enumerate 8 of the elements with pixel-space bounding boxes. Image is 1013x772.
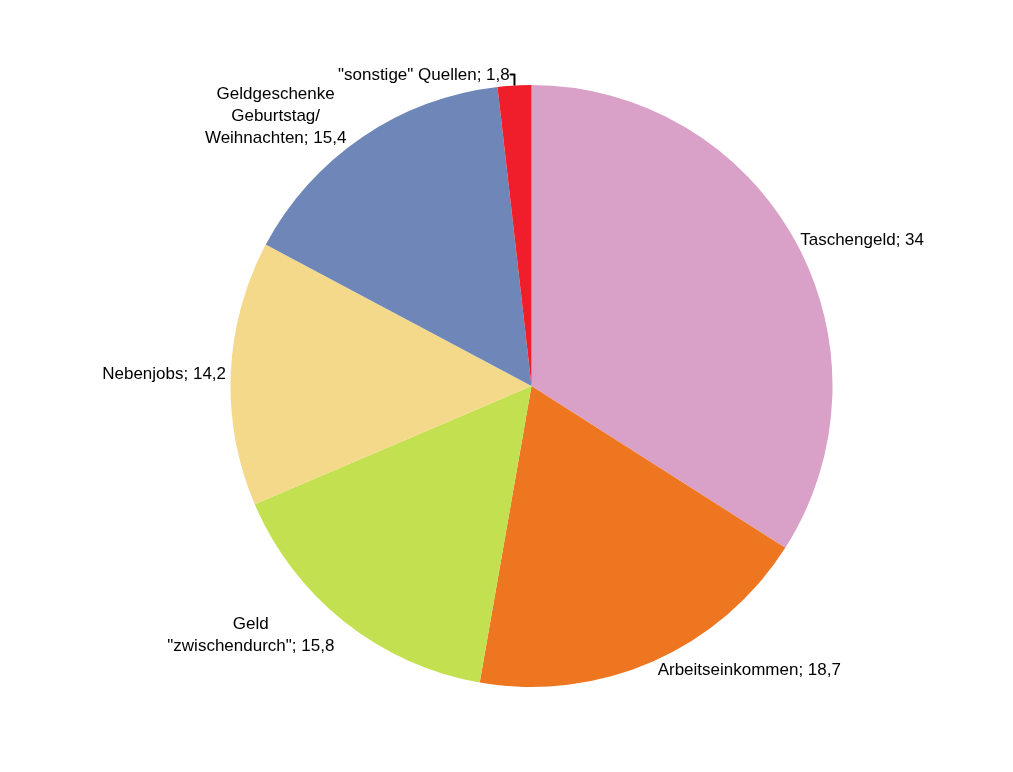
pie-slice — [230, 244, 532, 505]
slice-label: "sonstige" Quellen; 1,8 — [337, 64, 510, 84]
slice-label: Geld "zwischendurch"; 15,8 — [167, 614, 335, 656]
slice-label: Nebenjobs; 14,2 — [102, 363, 227, 383]
slice-label: Arbeitseinkommen; 18,7 — [657, 659, 841, 679]
slice-label: Taschengeld; 34 — [800, 229, 924, 249]
slice-label: Geldgeschenke Geburtstag/Weihnachten; 15,4 — [204, 83, 347, 148]
pie-slice — [497, 85, 532, 386]
